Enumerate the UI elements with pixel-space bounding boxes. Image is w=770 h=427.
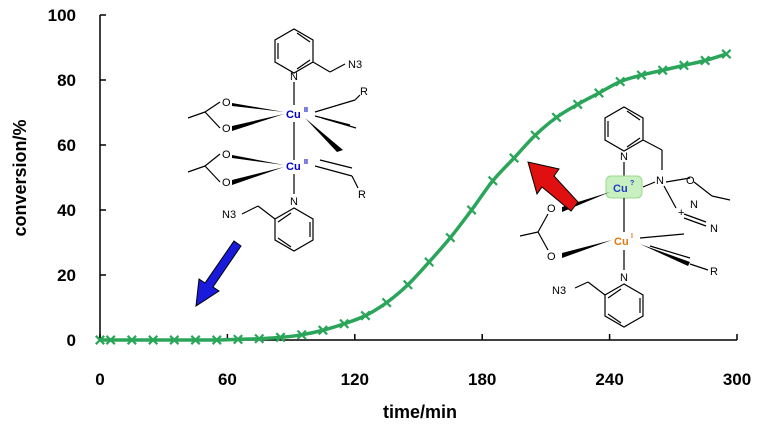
cu-bottom-ox: II [304, 159, 308, 166]
data-point-marker [190, 335, 201, 345]
x-tick-label: 180 [468, 370, 496, 389]
y-tick-label: 0 [67, 331, 76, 350]
ticks: 0 60 120 180 240 300 0 20 40 60 80 100 [48, 6, 752, 389]
x-tick-label: 0 [95, 370, 104, 389]
data-point-marker [594, 88, 604, 98]
o-label-2: O [222, 123, 231, 135]
right-top-n-label: N [620, 151, 628, 163]
y-tick-label: 40 [57, 201, 76, 220]
data-point-marker [424, 257, 435, 267]
right-r-label: R [710, 266, 718, 278]
charge-label: + [678, 207, 684, 219]
data-point-marker [636, 70, 647, 81]
x-tick-label: 300 [723, 370, 751, 389]
right-azide-label: N3 [552, 285, 566, 297]
x-axis-title: time/min [383, 402, 457, 422]
right-o1-label: O [547, 203, 556, 215]
data-point-marker [296, 329, 307, 340]
cu-unknown-ox: ? [630, 180, 634, 187]
o-label-3: O [222, 149, 231, 161]
top-n-label: N [290, 71, 298, 83]
cu2-complex-structure: N3 N Cu II Cu II O O O O R R [187, 28, 368, 252]
data-point-marker [530, 130, 541, 141]
cu-bottom-label: Cu [286, 161, 301, 173]
data-point-marker [721, 49, 732, 59]
o-label-1: O [222, 97, 231, 109]
cu-top-ox: II [304, 107, 308, 114]
o-label-4: O [222, 177, 231, 189]
y-tick-label: 100 [48, 6, 76, 25]
bottom-azide-label: N3 [222, 209, 236, 221]
right-n3-label: N [690, 199, 698, 211]
data-point-marker [572, 99, 583, 110]
right-bottom-n-label: N [620, 272, 628, 284]
data-point-marker [551, 112, 562, 123]
r-top-label: R [360, 86, 368, 98]
data-point-marker [678, 60, 689, 71]
data-point-marker [339, 318, 350, 329]
bottom-n-label: N [290, 196, 298, 208]
data-point-marker [148, 335, 159, 345]
y-tick-label: 60 [57, 136, 76, 155]
data-point-marker [317, 325, 328, 336]
x-tick-label: 120 [341, 370, 369, 389]
cu-i-ox: I [631, 233, 633, 240]
right-n2-label: N [656, 175, 664, 187]
right-o2-label: O [547, 251, 556, 263]
top-azide-label: N3 [348, 59, 362, 71]
x-tick-label: 60 [218, 370, 237, 389]
data-point-marker [445, 232, 456, 243]
y-tick-label: 20 [57, 266, 76, 285]
red-arrow [527, 161, 579, 212]
data-point-marker [360, 310, 371, 321]
cu-unknown-label: Cu [613, 183, 628, 195]
data-point-marker [126, 335, 137, 345]
x-tick-label: 240 [595, 370, 623, 389]
data-point-marker [233, 334, 243, 345]
top-pyridine: N3 N [274, 28, 362, 83]
series-layer [95, 49, 732, 345]
data-point-marker [509, 153, 520, 163]
right-n4-label: N [710, 223, 718, 235]
blue-arrow [195, 240, 242, 307]
data-point-marker [381, 297, 392, 308]
y-tick-label: 80 [57, 71, 76, 90]
axes [99, 15, 737, 341]
data-point-marker [487, 175, 498, 186]
data-point-marker [211, 335, 222, 345]
data-point-marker [169, 335, 180, 345]
right-o-top-label: O [686, 175, 695, 187]
data-point-marker [657, 65, 668, 76]
cu-mixed-complex-structure: N Cu ? N N + N O O O Cu I R [519, 106, 731, 328]
cu-top-label: Cu [286, 109, 301, 121]
cu-i-label: Cu [614, 236, 629, 248]
r-bottom-label: R [358, 189, 366, 201]
data-point-marker [275, 332, 286, 343]
data-point-marker [466, 205, 477, 215]
data-point-marker [105, 335, 116, 345]
data-point-marker [402, 279, 413, 290]
data-point-marker [615, 76, 626, 87]
data-point-marker [95, 335, 105, 345]
data-point-marker [254, 333, 265, 344]
data-point-marker [700, 55, 711, 66]
y-axis-title: conversion/% [10, 119, 30, 236]
